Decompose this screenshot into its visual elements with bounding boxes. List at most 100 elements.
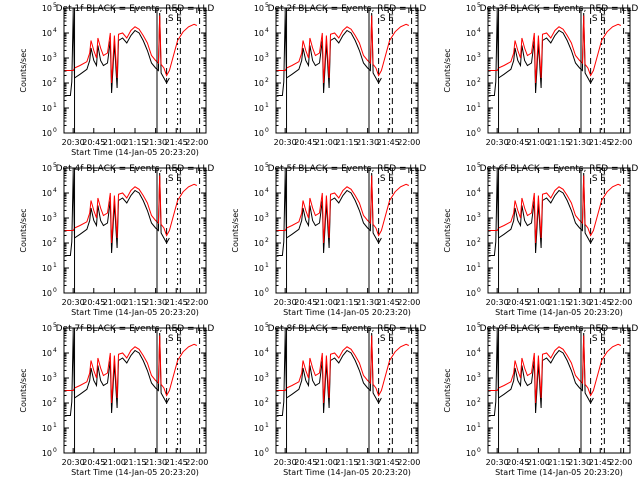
x-tick-label: 22:00 xyxy=(185,298,208,307)
y-tick-label: 10 xyxy=(466,399,476,408)
y-tick-label: 10 xyxy=(254,129,264,138)
y-tick-exponent: 3 xyxy=(477,212,481,219)
x-tick-label: 21:00 xyxy=(103,298,126,307)
interval-annotation: S xyxy=(168,174,174,184)
y-tick-label: 10 xyxy=(42,399,52,408)
x-axis-label: Start Time (14-Jan-05 20:23:20) xyxy=(283,308,411,317)
y-tick-label: 10 xyxy=(254,4,264,13)
interval-annotation: S xyxy=(380,14,386,24)
y-tick-exponent: 3 xyxy=(53,212,57,219)
y-tick-exponent: 4 xyxy=(477,27,481,34)
y-tick-label: 10 xyxy=(254,374,264,383)
y-tick-label: 10 xyxy=(466,239,476,248)
y-tick-label: 10 xyxy=(254,264,264,273)
y-tick-exponent: 2 xyxy=(53,77,57,84)
y-tick-exponent: 1 xyxy=(53,422,57,429)
x-tick-label: 20:45 xyxy=(506,138,529,147)
y-tick-label: 10 xyxy=(254,324,264,333)
x-tick-label: 21:45 xyxy=(165,138,188,147)
x-tick-label: 21:45 xyxy=(377,458,400,467)
events-series-line xyxy=(64,12,170,96)
x-tick-label: 20:30 xyxy=(274,298,297,307)
y-tick-exponent: 5 xyxy=(265,162,269,169)
y-tick-label: 10 xyxy=(42,54,52,63)
x-tick-label: 20:45 xyxy=(506,458,529,467)
x-tick-label: 21:30 xyxy=(144,298,167,307)
y-tick-exponent: 1 xyxy=(265,422,269,429)
y-tick-exponent: 2 xyxy=(265,397,269,404)
y-tick-exponent: 4 xyxy=(477,347,481,354)
y-tick-exponent: 1 xyxy=(53,102,57,109)
x-tick-label: 21:15 xyxy=(335,458,358,467)
y-tick-label: 10 xyxy=(42,449,52,458)
interval-annotation: S xyxy=(168,14,174,24)
y-tick-exponent: 4 xyxy=(53,347,57,354)
y-tick-label: 10 xyxy=(42,239,52,248)
y-tick-exponent: 4 xyxy=(477,187,481,194)
x-tick-label: 21:30 xyxy=(144,458,167,467)
interval-annotation: E xyxy=(600,334,606,344)
x-tick-label: 21:00 xyxy=(315,458,338,467)
interval-annotation: S xyxy=(592,334,598,344)
y-tick-exponent: 2 xyxy=(265,237,269,244)
x-tick-label: 20:45 xyxy=(82,458,105,467)
y-tick-exponent: 0 xyxy=(265,447,269,454)
y-tick-exponent: 2 xyxy=(53,397,57,404)
y-tick-exponent: 1 xyxy=(265,262,269,269)
y-tick-label: 10 xyxy=(466,374,476,383)
y-tick-label: 10 xyxy=(42,29,52,38)
y-axis-label: Counts/sec xyxy=(443,48,452,92)
y-tick-label: 10 xyxy=(42,214,52,223)
events-series-line xyxy=(488,12,594,96)
events-series-line xyxy=(276,172,382,256)
x-tick-label: 22:00 xyxy=(185,138,208,147)
y-tick-exponent: 5 xyxy=(477,162,481,169)
x-tick-label: 21:45 xyxy=(165,298,188,307)
y-axis-label: Counts/sec xyxy=(19,368,28,412)
x-tick-label: 21:00 xyxy=(315,138,338,147)
interval-annotation: E xyxy=(600,174,606,184)
y-tick-exponent: 5 xyxy=(477,2,481,9)
events-series-line xyxy=(276,332,382,416)
x-tick-label: 21:30 xyxy=(356,458,379,467)
x-tick-label: 21:30 xyxy=(568,458,591,467)
y-tick-exponent: 0 xyxy=(265,287,269,294)
y-tick-exponent: 0 xyxy=(477,127,481,134)
y-tick-label: 10 xyxy=(466,54,476,63)
y-tick-label: 10 xyxy=(466,424,476,433)
y-tick-label: 10 xyxy=(466,349,476,358)
x-tick-label: 22:00 xyxy=(397,138,420,147)
lld-series-line xyxy=(63,175,198,244)
y-tick-label: 10 xyxy=(254,29,264,38)
x-axis-label: Start Time (14-Jan-05 20:23:20) xyxy=(71,308,199,317)
x-tick-label: 21:15 xyxy=(123,458,146,467)
y-tick-exponent: 1 xyxy=(53,262,57,269)
x-tick-label: 21:15 xyxy=(547,298,570,307)
y-tick-label: 10 xyxy=(42,374,52,383)
x-tick-label: 22:00 xyxy=(609,458,632,467)
y-tick-exponent: 4 xyxy=(265,27,269,34)
y-tick-label: 10 xyxy=(254,164,264,173)
y-axis-label: Counts/sec xyxy=(443,208,452,252)
y-tick-label: 10 xyxy=(254,54,264,63)
lld-series-line xyxy=(63,15,198,84)
x-tick-label: 20:45 xyxy=(82,138,105,147)
interval-annotation: E xyxy=(176,14,182,24)
x-tick-label: 21:15 xyxy=(335,298,358,307)
x-tick-label: 21:15 xyxy=(547,458,570,467)
y-tick-label: 10 xyxy=(466,324,476,333)
x-tick-label: 21:00 xyxy=(315,298,338,307)
x-tick-label: 20:30 xyxy=(274,138,297,147)
lld-series-line xyxy=(487,15,622,84)
y-tick-exponent: 4 xyxy=(265,347,269,354)
interval-annotation: S xyxy=(380,174,386,184)
events-series-line xyxy=(488,332,594,416)
interval-annotation: S xyxy=(380,334,386,344)
x-tick-label: 21:30 xyxy=(356,298,379,307)
y-tick-exponent: 3 xyxy=(265,372,269,379)
x-tick-label: 21:45 xyxy=(377,138,400,147)
y-tick-label: 10 xyxy=(254,424,264,433)
